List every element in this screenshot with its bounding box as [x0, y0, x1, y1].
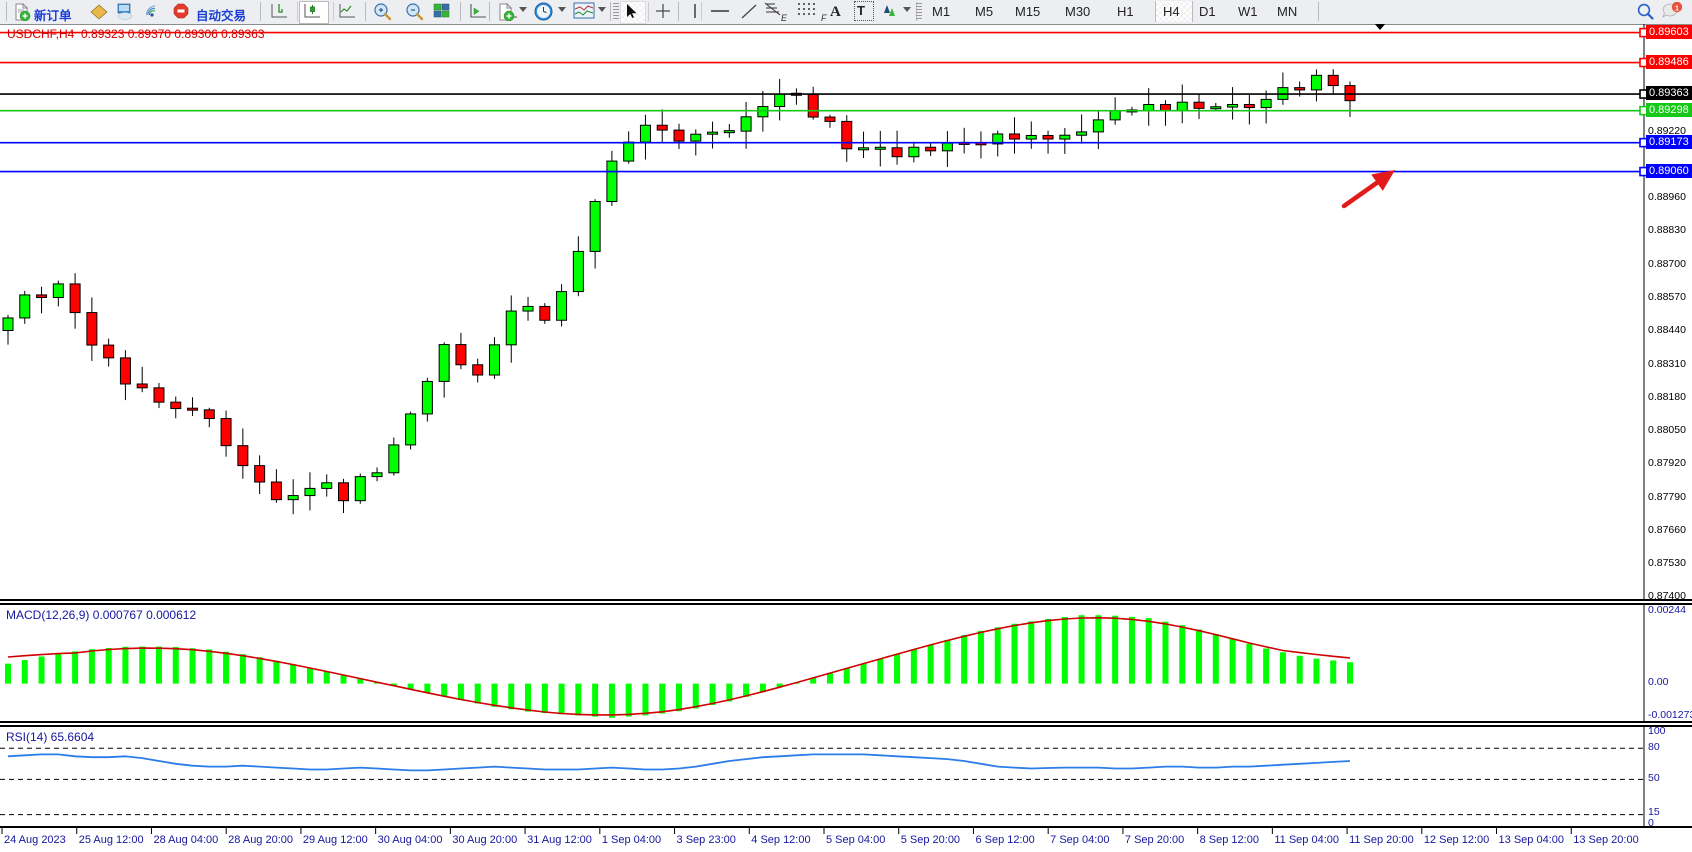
svg-text:1: 1 — [1675, 3, 1679, 12]
